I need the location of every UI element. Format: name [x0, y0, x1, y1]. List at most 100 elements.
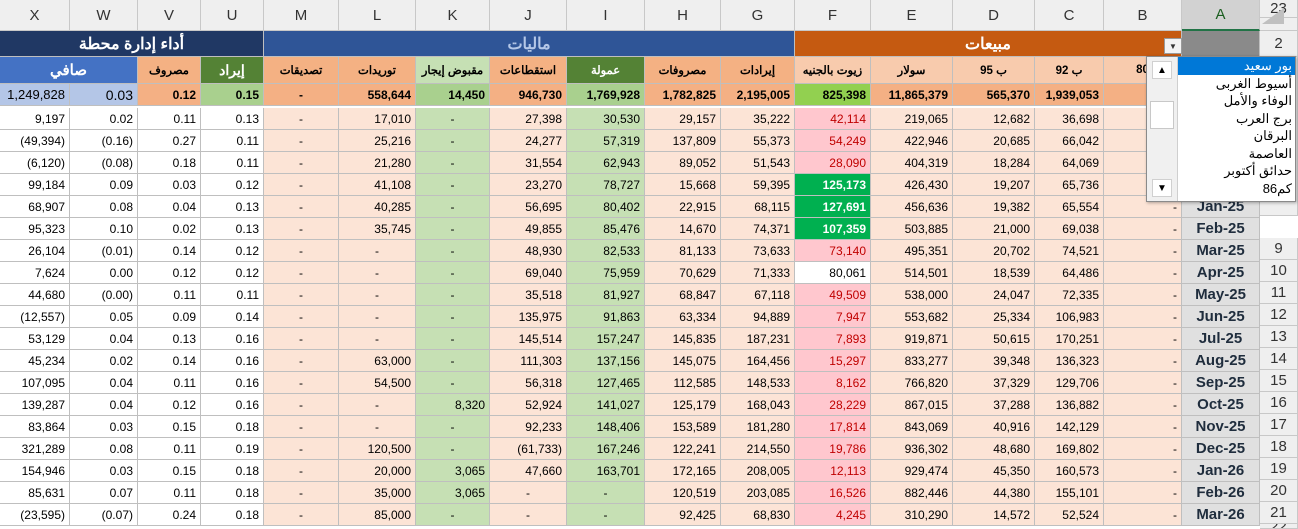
data-cell-v[interactable]: 0.14 [138, 350, 201, 372]
data-cell-k[interactable]: 3,065 [416, 482, 490, 504]
data-cell-g[interactable]: 35,222 [721, 108, 795, 130]
data-cell-u[interactable]: 0.19 [201, 438, 264, 460]
data-cell-m[interactable]: - [264, 130, 339, 152]
data-cell-k[interactable]: - [416, 218, 490, 240]
data-cell-i[interactable]: - [567, 482, 645, 504]
row-header[interactable]: 11 [1260, 282, 1298, 304]
data-cell-w[interactable]: 0.04 [70, 372, 138, 394]
data-cell-u[interactable]: 0.12 [201, 262, 264, 284]
data-cell-w[interactable]: 0.05 [70, 306, 138, 328]
data-cell-l[interactable]: - [339, 328, 416, 350]
data-cell-u[interactable]: 0.18 [201, 482, 264, 504]
data-cell-j[interactable]: 145,514 [490, 328, 567, 350]
column-header-e[interactable]: E [871, 0, 953, 31]
data-cell-w[interactable]: 0.09 [70, 174, 138, 196]
data-cell-h[interactable]: 15,668 [645, 174, 721, 196]
data-cell-b[interactable]: - [1104, 460, 1182, 482]
data-cell-h[interactable]: 137,809 [645, 130, 721, 152]
data-cell-k[interactable]: - [416, 240, 490, 262]
month-cell[interactable]: Jul-25 [1182, 328, 1260, 350]
data-cell-l[interactable]: 35,745 [339, 218, 416, 240]
data-cell-v[interactable]: 0.18 [138, 152, 201, 174]
data-cell-k[interactable]: - [416, 306, 490, 328]
data-cell-x[interactable]: 107,095 [0, 372, 70, 394]
data-cell-oils[interactable]: 16,526 [795, 482, 871, 504]
data-cell-i[interactable]: 157,247 [567, 328, 645, 350]
select-all-corner[interactable] [1262, 8, 1284, 24]
data-cell-x[interactable]: 154,946 [0, 460, 70, 482]
data-cell-h[interactable]: 120,519 [645, 482, 721, 504]
data-cell-d[interactable]: 37,288 [953, 394, 1035, 416]
data-cell-d[interactable]: 18,539 [953, 262, 1035, 284]
total-j[interactable]: 946,730 [490, 84, 567, 106]
data-cell-w[interactable]: 0.08 [70, 438, 138, 460]
data-cell-m[interactable]: - [264, 350, 339, 372]
data-cell-d[interactable]: 45,350 [953, 460, 1035, 482]
data-cell-oils[interactable]: 15,297 [795, 350, 871, 372]
data-cell-x[interactable]: 68,907 [0, 196, 70, 218]
data-cell-g[interactable]: 148,533 [721, 372, 795, 394]
data-cell-u[interactable]: 0.13 [201, 108, 264, 130]
data-cell-c[interactable]: 160,573 [1035, 460, 1104, 482]
data-cell-k[interactable]: - [416, 130, 490, 152]
data-cell-e[interactable]: 422,946 [871, 130, 953, 152]
data-cell-b[interactable]: - [1104, 284, 1182, 306]
data-cell-e[interactable]: 538,000 [871, 284, 953, 306]
total-i[interactable]: 1,769,928 [567, 84, 645, 106]
data-cell-h[interactable]: 112,585 [645, 372, 721, 394]
data-cell-d[interactable]: 18,284 [953, 152, 1035, 174]
data-cell-c[interactable]: 66,042 [1035, 130, 1104, 152]
data-cell-k[interactable]: 8,320 [416, 394, 490, 416]
data-cell-x[interactable]: 45,234 [0, 350, 70, 372]
data-cell-i[interactable]: 148,406 [567, 416, 645, 438]
data-cell-g[interactable]: 55,373 [721, 130, 795, 152]
data-cell-h[interactable]: 125,179 [645, 394, 721, 416]
data-cell-c[interactable]: 129,706 [1035, 372, 1104, 394]
column-header-k[interactable]: K [416, 0, 490, 31]
data-cell-d[interactable]: 48,680 [953, 438, 1035, 460]
data-cell-oils[interactable]: 49,509 [795, 284, 871, 306]
data-cell-g[interactable]: 168,043 [721, 394, 795, 416]
data-cell-e[interactable]: 426,430 [871, 174, 953, 196]
data-cell-k[interactable]: - [416, 350, 490, 372]
data-cell-w[interactable]: (0.01) [70, 240, 138, 262]
data-cell-w[interactable]: (0.07) [70, 504, 138, 526]
data-cell-u[interactable]: 0.12 [201, 174, 264, 196]
data-cell-c[interactable]: 106,983 [1035, 306, 1104, 328]
data-cell-b[interactable]: - [1104, 394, 1182, 416]
data-cell-h[interactable]: 68,847 [645, 284, 721, 306]
data-cell-i[interactable]: 137,156 [567, 350, 645, 372]
data-cell-c[interactable]: 64,486 [1035, 262, 1104, 284]
data-cell-x[interactable]: 53,129 [0, 328, 70, 350]
station-dropdown-list[interactable]: ▲ ▼ بور سعيد أسيوط الغربى الوفاء والأمل برج… [1146, 56, 1296, 202]
column-header-m[interactable]: M [264, 0, 339, 31]
data-cell-h[interactable]: 29,157 [645, 108, 721, 130]
data-cell-g[interactable]: 74,371 [721, 218, 795, 240]
data-cell-l[interactable]: 85,000 [339, 504, 416, 526]
data-cell-e[interactable]: 514,501 [871, 262, 953, 284]
data-cell-h[interactable]: 63,334 [645, 306, 721, 328]
data-cell-g[interactable]: 164,456 [721, 350, 795, 372]
data-cell-v[interactable]: 0.11 [138, 438, 201, 460]
data-cell-e[interactable]: 553,682 [871, 306, 953, 328]
column-header-j[interactable]: J [490, 0, 567, 31]
data-cell-d[interactable]: 20,685 [953, 130, 1035, 152]
data-cell-j[interactable]: 135,975 [490, 306, 567, 328]
data-cell-oils[interactable]: 19,786 [795, 438, 871, 460]
data-cell-c[interactable]: 52,524 [1035, 504, 1104, 526]
column-header-x[interactable]: X [0, 0, 70, 31]
data-cell-v[interactable]: 0.14 [138, 240, 201, 262]
data-cell-l[interactable]: - [339, 284, 416, 306]
total-e[interactable]: 11,865,379 [871, 84, 953, 106]
data-cell-x[interactable]: 44,680 [0, 284, 70, 306]
data-cell-x[interactable]: (12,557) [0, 306, 70, 328]
data-cell-x[interactable]: (49,394) [0, 130, 70, 152]
data-cell-x[interactable]: 95,323 [0, 218, 70, 240]
data-cell-oils[interactable]: 80,061 [795, 262, 871, 284]
data-cell-d[interactable]: 44,380 [953, 482, 1035, 504]
data-cell-e[interactable]: 219,065 [871, 108, 953, 130]
data-cell-h[interactable]: 89,052 [645, 152, 721, 174]
data-cell-m[interactable]: - [264, 504, 339, 526]
data-cell-j[interactable]: 31,554 [490, 152, 567, 174]
data-cell-m[interactable]: - [264, 152, 339, 174]
